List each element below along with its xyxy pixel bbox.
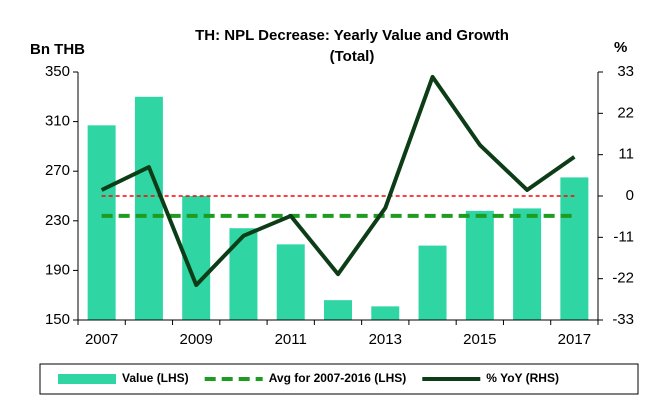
bar [229,228,258,320]
y-tick-label: 150 [45,311,70,328]
y-tick-label: 270 [45,162,70,179]
y2-axis-label: % [614,39,627,56]
y-tick-label: 350 [45,63,70,80]
x-tick-label: 2013 [369,331,402,348]
y2-tick-label: -11 [613,228,634,245]
y-tick-label: 190 [45,261,70,278]
y2-tick-label: 33 [617,63,634,80]
x-tick-label: 2009 [179,331,212,348]
y-tick-label: 230 [45,212,70,229]
bar [324,300,352,320]
x-tick-label: 2007 [85,331,118,348]
bar [513,208,542,320]
y-axis-label: Bn THB [30,41,85,58]
bar [560,177,589,320]
bar [465,210,494,320]
x-tick-label: 2015 [463,331,496,348]
bar [371,306,400,320]
legend-label: Avg for 2007-2016 (LHS) [269,371,407,385]
bar [87,125,116,320]
x-tick-label: 2011 [275,331,307,348]
y2-tick-label: -22 [612,270,634,287]
y2-tick-label: 22 [617,104,634,121]
bar [276,244,305,320]
legend-label: Value (LHS) [122,371,189,385]
y2-tick-label: 11 [618,146,634,163]
bar [134,96,163,320]
chart-title: (Total) [330,48,375,65]
chart-title: TH: NPL Decrease: Yearly Value and Growt… [195,27,509,44]
legend-swatch [58,374,116,384]
x-tick-label: 2017 [558,331,591,348]
bar [418,245,447,320]
legend-label: % YoY (RHS) [486,371,559,385]
y2-tick-label: 0 [626,187,634,204]
y2-tick-label: -33 [612,311,634,328]
yoy-line [100,74,576,288]
legend-box [39,363,639,395]
y-tick-label: 310 [45,113,70,130]
